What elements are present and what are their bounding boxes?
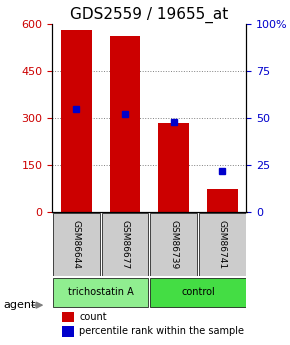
Bar [62, 312, 74, 322]
Bar [110, 36, 140, 212]
Text: GSM86741: GSM86741 [218, 220, 227, 269]
Text: count: count [79, 312, 107, 322]
FancyBboxPatch shape [53, 213, 100, 276]
Text: GSM86644: GSM86644 [72, 220, 81, 269]
FancyBboxPatch shape [53, 278, 148, 307]
Text: trichostatin A: trichostatin A [68, 287, 134, 297]
Text: control: control [181, 287, 215, 297]
Bar [62, 326, 74, 337]
Title: GDS2559 / 19655_at: GDS2559 / 19655_at [70, 7, 229, 23]
Text: agent: agent [3, 300, 35, 310]
Text: percentile rank within the sample: percentile rank within the sample [79, 326, 244, 336]
Bar [61, 30, 92, 212]
Bar [158, 123, 189, 212]
Bar [207, 188, 238, 212]
FancyBboxPatch shape [150, 213, 197, 276]
FancyBboxPatch shape [199, 213, 246, 276]
FancyBboxPatch shape [102, 213, 148, 276]
Text: GSM86677: GSM86677 [121, 219, 130, 269]
Text: GSM86739: GSM86739 [169, 219, 178, 269]
FancyBboxPatch shape [150, 278, 246, 307]
